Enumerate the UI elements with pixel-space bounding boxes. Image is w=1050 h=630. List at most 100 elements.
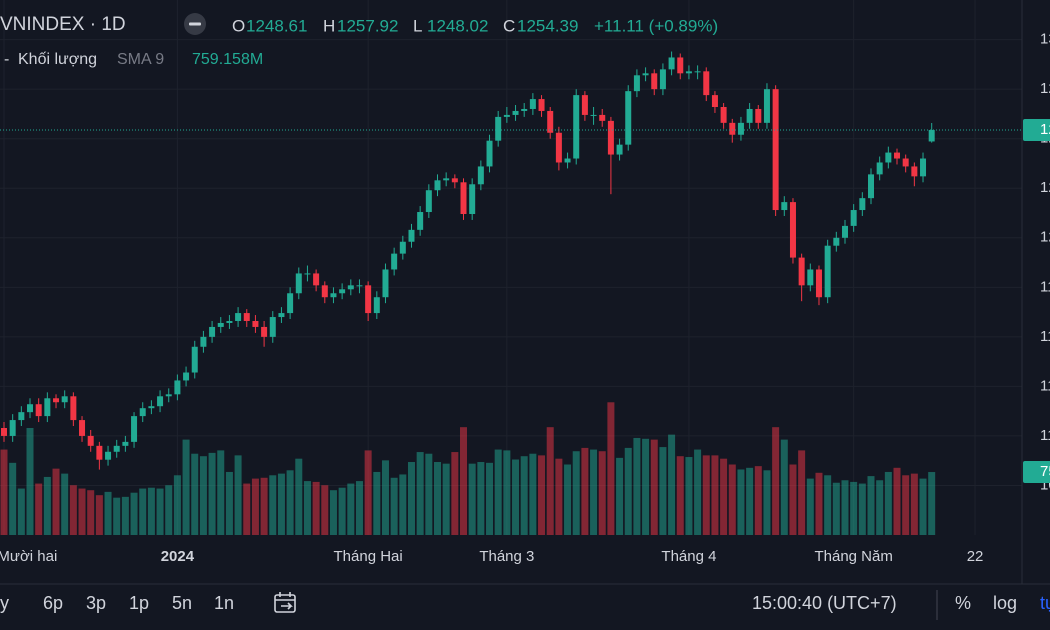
ohlc-key: O	[232, 16, 245, 35]
volume-bar	[477, 462, 485, 535]
y-tick-label: 1175	[1040, 278, 1050, 295]
candle-body	[131, 416, 138, 442]
candle-body	[451, 178, 458, 183]
volume-bar	[312, 481, 320, 535]
candle-body	[902, 158, 909, 167]
volume-bar	[156, 488, 164, 535]
candle-body	[269, 317, 276, 337]
volume-bar	[451, 452, 459, 535]
volume-bar	[806, 478, 814, 535]
volume-bar	[494, 449, 502, 535]
volume-bar	[9, 462, 17, 535]
volume-bar	[87, 490, 95, 535]
bottom-toolbar: y 6p 3p 1p 5n 1n 15:00:40 (UTC+7)% log tự	[0, 593, 1050, 613]
volume-bar	[720, 458, 728, 535]
volume-bar	[650, 439, 658, 535]
volume-bar	[850, 481, 858, 535]
volume-bar	[234, 455, 242, 535]
scale-option[interactable]: tự	[1040, 593, 1050, 613]
volume-bar	[460, 427, 468, 535]
volume-bar	[546, 427, 554, 535]
clock[interactable]: 15:00:40 (UTC+7)	[752, 593, 897, 613]
volume-bar	[538, 455, 546, 535]
volume-title: Khối lượng	[18, 51, 97, 68]
volume-bar	[390, 477, 398, 535]
candle-body	[365, 285, 372, 314]
volume-bar	[772, 427, 780, 535]
candle-body	[625, 91, 632, 145]
range-button[interactable]: y	[0, 593, 9, 613]
volume-bar	[581, 447, 589, 535]
volume-bar	[789, 464, 797, 535]
candle-body	[573, 95, 580, 159]
date-range-icon[interactable]	[274, 592, 296, 613]
range-button[interactable]: 6p	[43, 593, 63, 613]
candle-body	[885, 152, 892, 163]
candle-body	[911, 166, 918, 177]
volume-bar	[26, 428, 34, 535]
range-button[interactable]: 1p	[129, 593, 149, 613]
candle-body	[382, 269, 389, 298]
volume-bar	[798, 450, 806, 535]
volume-bar	[607, 402, 615, 535]
candle-body	[139, 408, 146, 417]
x-tick-label: Tháng Mười hai	[0, 548, 57, 565]
volume-bar	[685, 457, 693, 535]
candle-body	[477, 166, 484, 185]
candle-body	[391, 253, 398, 270]
volume-bar	[642, 438, 650, 535]
volume-bar	[121, 496, 129, 535]
candle-body	[278, 313, 285, 318]
candle-body	[321, 285, 328, 298]
ohlc-value: 1257.92	[337, 16, 398, 35]
volume-bar	[746, 467, 754, 535]
candle-body	[824, 245, 831, 298]
range-button[interactable]: 5n	[172, 593, 192, 613]
candle-body	[564, 158, 571, 163]
volume-bar	[208, 452, 216, 535]
volume-indicator: SMA 9	[117, 51, 164, 68]
candle-body	[44, 398, 51, 417]
volume-bar	[52, 468, 60, 535]
candle-body	[737, 122, 744, 135]
x-tick-label: Tháng Năm	[814, 548, 892, 565]
candle-body	[833, 237, 840, 246]
candle-body	[18, 412, 25, 421]
y-tick-label: 1150	[1040, 328, 1050, 345]
candle-body	[789, 202, 796, 258]
volume-badge	[1023, 461, 1050, 484]
dash: -	[4, 51, 9, 68]
volume-bar	[910, 473, 918, 535]
candle-body	[651, 73, 658, 90]
volume-bar	[364, 450, 372, 535]
candle-body	[495, 116, 502, 141]
ohlc-value: 1248.61	[246, 16, 307, 35]
volume-bar	[434, 462, 441, 535]
range-button[interactable]: 1n	[214, 593, 234, 613]
candle-body	[122, 441, 129, 446]
candle-body	[755, 108, 762, 123]
candle-body	[313, 273, 320, 286]
candle-body	[425, 190, 432, 213]
x-tick-label: Tháng Hai	[334, 548, 403, 565]
y-tick-label: 1075	[1040, 476, 1050, 493]
volume-bar	[919, 478, 927, 535]
volume-bar	[624, 447, 632, 535]
scale-option[interactable]: %	[955, 593, 971, 613]
candle-body	[35, 404, 42, 417]
candle-body	[183, 372, 190, 381]
volume-bar	[251, 478, 259, 535]
y-tick-label: 1200	[1040, 229, 1050, 246]
volume-bar	[399, 474, 407, 535]
volume-badge-label: 759.158M	[1040, 463, 1050, 480]
volume-bar	[876, 480, 884, 535]
volume-bar	[321, 485, 329, 535]
scale-option[interactable]: log	[993, 593, 1017, 613]
volume-bar	[407, 462, 415, 535]
candle-body	[555, 132, 562, 163]
candle-body	[105, 451, 112, 460]
candle-body	[798, 257, 805, 286]
range-button[interactable]: 3p	[86, 593, 106, 613]
candle-body	[235, 313, 242, 321]
